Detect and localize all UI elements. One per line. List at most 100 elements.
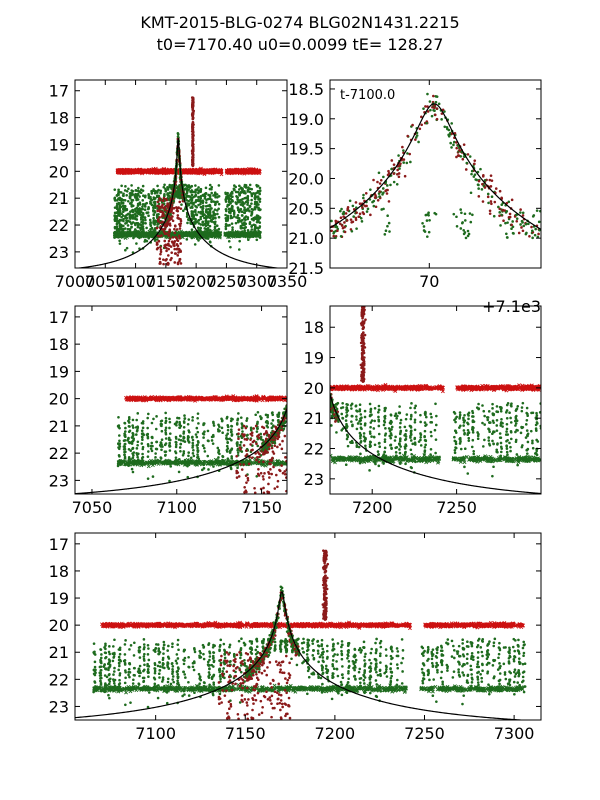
- data-point: [519, 208, 522, 211]
- data-point: [197, 186, 200, 189]
- data-point: [191, 108, 194, 112]
- data-point: [120, 184, 123, 188]
- data-point: [198, 237, 202, 240]
- data-point: [210, 207, 213, 210]
- y-tick-label: 22: [49, 216, 69, 235]
- data-point: [426, 92, 429, 96]
- data-point: [160, 220, 164, 224]
- data-point: [206, 237, 210, 240]
- data-point: [145, 239, 149, 243]
- data-point: [131, 221, 135, 224]
- data-point: [161, 199, 165, 203]
- data-point: [258, 197, 262, 201]
- data-point: [139, 213, 143, 217]
- data-point: [510, 223, 513, 227]
- data-point: [253, 207, 257, 211]
- data-point-x: [180, 234, 184, 239]
- data-point: [217, 227, 221, 231]
- y-tick-label: 18: [49, 109, 69, 128]
- data-point: [429, 108, 432, 112]
- data-point: [397, 154, 400, 157]
- data-point: [194, 191, 197, 194]
- data-point: [167, 230, 171, 234]
- data-point: [191, 143, 194, 147]
- data-point: [457, 154, 461, 157]
- data-point: [192, 203, 195, 206]
- data-point: [382, 175, 385, 179]
- data-point: [191, 123, 194, 127]
- data-point: [532, 214, 536, 217]
- data-point: [341, 226, 345, 230]
- data-point: [176, 133, 180, 136]
- data-point: [149, 223, 152, 226]
- data-point: [144, 218, 147, 222]
- data-point: [537, 220, 541, 224]
- data-point: [170, 251, 174, 254]
- data-point: [113, 206, 117, 209]
- data-point: [351, 204, 355, 208]
- data-point: [346, 205, 350, 209]
- data-point: [359, 216, 363, 220]
- data-point: [473, 173, 477, 176]
- data-point: [122, 224, 125, 228]
- data-point: [390, 167, 393, 171]
- data-point: [488, 209, 492, 213]
- data-point-x: [245, 170, 250, 174]
- data-point: [191, 148, 195, 152]
- data-point: [121, 228, 125, 232]
- data-point: [435, 107, 439, 110]
- data-point: [118, 212, 121, 216]
- data-point: [164, 189, 168, 193]
- data-point: [191, 155, 195, 159]
- data-point: [230, 222, 234, 225]
- data-point: [191, 164, 195, 167]
- data-point: [123, 189, 127, 192]
- data-point: [469, 220, 473, 224]
- data-point: [175, 209, 179, 212]
- data-point: [160, 215, 164, 218]
- data-point-x: [125, 169, 130, 174]
- data-point: [171, 236, 175, 239]
- data-point: [246, 190, 250, 193]
- data-point: [231, 226, 234, 229]
- data-point: [387, 169, 390, 173]
- data-point: [464, 168, 468, 171]
- data-point: [179, 207, 183, 210]
- data-point: [528, 235, 531, 238]
- data-point: [232, 231, 236, 235]
- data-point: [401, 145, 404, 149]
- data-point: [477, 187, 480, 190]
- data-point: [162, 258, 165, 261]
- data-point: [213, 229, 217, 232]
- data-point: [487, 201, 490, 205]
- data-point: [190, 159, 194, 163]
- data-point: [254, 224, 257, 227]
- data-point: [224, 200, 228, 203]
- data-point: [463, 219, 467, 222]
- data-point: [137, 186, 140, 190]
- data-point: [382, 207, 385, 211]
- data-point: [144, 222, 147, 225]
- data-point: [210, 214, 213, 218]
- data-point: [147, 214, 150, 218]
- data-point: [156, 184, 159, 188]
- data-point: [230, 200, 234, 203]
- x-tick-label: 7300: [236, 272, 277, 291]
- data-point: [435, 117, 439, 121]
- data-point: [433, 109, 436, 113]
- data-point: [121, 207, 125, 211]
- data-point: [145, 232, 148, 236]
- data-point: [176, 207, 179, 210]
- data-point: [141, 184, 145, 188]
- data-point: [141, 221, 145, 224]
- data-point: [192, 231, 195, 235]
- data-point: [122, 219, 125, 223]
- data-point: [113, 215, 117, 219]
- data-point: [521, 211, 525, 215]
- data-point: [234, 221, 238, 225]
- data-point: [191, 213, 195, 216]
- data-point: [159, 191, 162, 195]
- data-point: [179, 242, 182, 245]
- data-point: [468, 212, 472, 215]
- data-point: [246, 207, 250, 211]
